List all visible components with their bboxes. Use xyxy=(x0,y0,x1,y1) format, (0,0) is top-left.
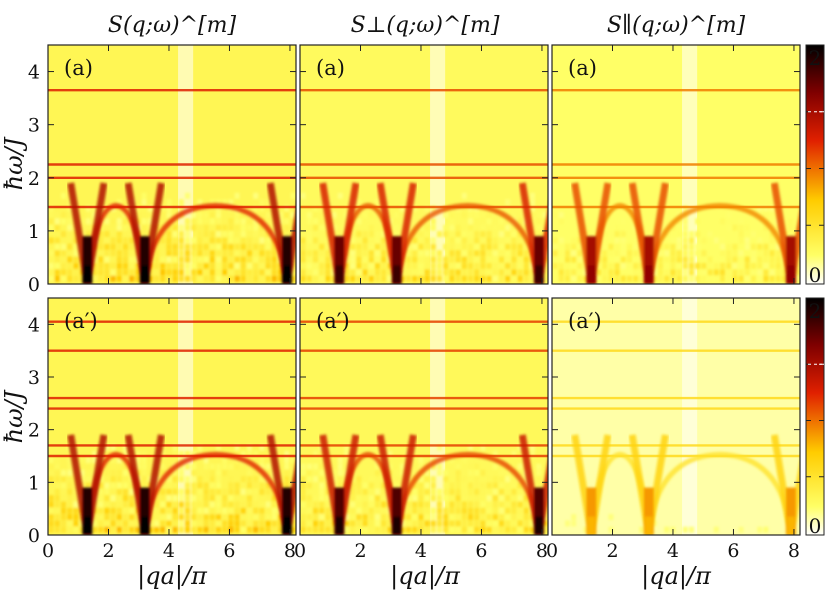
dispersion-min-2 xyxy=(770,182,800,284)
colorbar-gradient xyxy=(805,44,825,285)
panel-label: (a′) xyxy=(568,309,602,333)
colorbar-max-label: 2 xyxy=(809,299,822,323)
x-tick-label: 4 xyxy=(667,540,679,562)
x-tick-label: 4 xyxy=(163,540,175,562)
panel-label: (a) xyxy=(64,56,93,80)
dispersion-min-2 xyxy=(518,182,548,284)
x-tick-label: 2 xyxy=(102,540,114,562)
y-tick-label: 3 xyxy=(28,367,40,389)
y-tick-label: 3 xyxy=(28,115,40,137)
dispersion-min-1 xyxy=(628,434,669,535)
x-tick-label: 8 xyxy=(284,540,296,562)
column-title-2: S∥(q;ω)^[m] xyxy=(607,13,746,38)
dispersion-min-2 xyxy=(518,434,548,535)
colorbar-max-label: 2 xyxy=(809,46,822,70)
y-tick-label: 2 xyxy=(28,420,40,442)
dispersion-min-1 xyxy=(628,182,669,284)
colorbar-1: 20 xyxy=(805,297,825,538)
y-tick-label: 0 xyxy=(28,525,40,547)
panel-r1-c0: 0 1 2 3 4 0 2 4 6 8 (a′) xyxy=(28,297,297,562)
colorbar-0: 20 xyxy=(805,44,825,287)
dispersion-min-0 xyxy=(67,434,108,535)
x-tick-label: 6 xyxy=(223,540,235,562)
x-axis-title-0: |qa|/π xyxy=(137,562,208,591)
y-tick-label: 4 xyxy=(28,62,40,84)
dispersion-min-2 xyxy=(770,434,800,535)
y-tick-label: 2 xyxy=(28,168,40,190)
panel-frame xyxy=(299,44,549,285)
panel-frame xyxy=(47,297,297,536)
y-axis-title-bottom: ħω/J xyxy=(0,389,28,443)
x-tick-label: 4 xyxy=(415,540,427,562)
panels-group: 0 1 2 3 4 (a) (a) (a) 0 1 2 3 4 0 2 4 6 8 (a′) 0 2 4 6 8 (a′) 0 2 4… xyxy=(28,44,801,562)
dispersion-min-2 xyxy=(266,182,296,284)
y-tick-label: 1 xyxy=(28,472,40,494)
panel-r1-c2: 0 2 4 6 8 (a′) xyxy=(546,297,801,562)
colorbar-min-label: 0 xyxy=(809,514,822,538)
panel-r0-c2: (a) xyxy=(551,44,801,285)
x-tick-label: 6 xyxy=(475,540,487,562)
x-tick-label: 0 xyxy=(42,540,54,562)
colorbar-gradient xyxy=(805,297,825,536)
panel-label: (a) xyxy=(316,56,345,80)
x-tick-label: 6 xyxy=(727,540,739,562)
heatmap-pale-stripe xyxy=(682,298,698,535)
x-tick-label: 8 xyxy=(536,540,548,562)
x-axis-title-2: |qa|/π xyxy=(641,562,712,591)
panel-frame xyxy=(551,297,801,536)
panel-label: (a′) xyxy=(316,309,350,333)
y-tick-label: 4 xyxy=(28,314,40,336)
x-tick-label: 0 xyxy=(294,540,306,562)
x-tick-label: 2 xyxy=(606,540,618,562)
x-tick-label: 2 xyxy=(354,540,366,562)
x-axis-title-1: |qa|/π xyxy=(390,562,461,591)
dispersion-min-0 xyxy=(67,182,108,284)
dispersion-min-0 xyxy=(571,434,612,535)
dispersion-min-1 xyxy=(376,182,417,284)
column-title-1: S⊥(q;ω)^[m] xyxy=(351,13,500,38)
x-tick-label: 0 xyxy=(546,540,558,562)
panel-frame xyxy=(551,44,801,285)
x-tick-label: 8 xyxy=(788,540,800,562)
panel-frame xyxy=(299,297,549,536)
dispersion-min-0 xyxy=(319,434,360,535)
dispersion-min-1 xyxy=(376,434,417,535)
dispersion-min-0 xyxy=(319,182,360,284)
panel-r1-c1: 0 2 4 6 8 (a′) xyxy=(294,297,549,562)
colorbar-min-label: 0 xyxy=(809,263,822,287)
panel-r0-c0: 0 1 2 3 4 (a) xyxy=(28,44,297,296)
dispersion-min-1 xyxy=(124,434,165,535)
y-tick-label: 0 xyxy=(28,274,40,296)
panel-frame xyxy=(47,44,297,285)
dispersion-min-1 xyxy=(124,182,165,284)
y-axis-title-top: ħω/J xyxy=(0,136,28,190)
panel-label: (a) xyxy=(568,56,597,80)
column-title-0: S(q;ω)^[m] xyxy=(108,13,237,38)
dispersion-min-2 xyxy=(266,434,296,535)
dispersion-min-0 xyxy=(571,182,612,284)
panel-label: (a′) xyxy=(64,309,98,333)
panel-r0-c1: (a) xyxy=(299,44,549,285)
y-tick-label: 1 xyxy=(28,221,40,243)
